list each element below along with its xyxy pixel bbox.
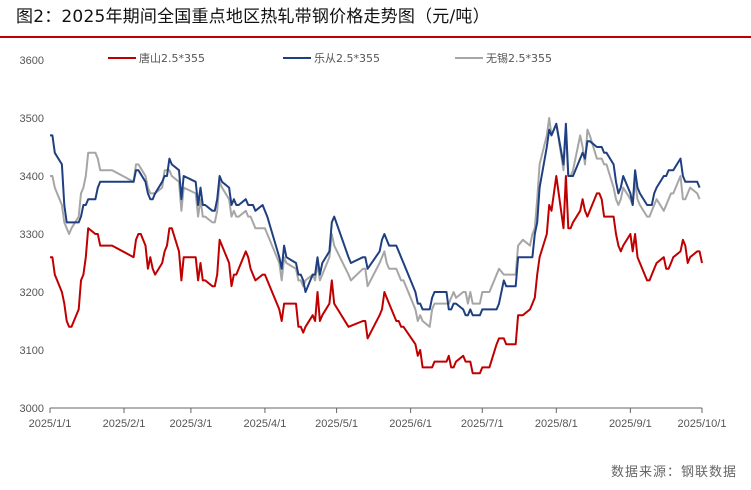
title-divider [0,36,751,38]
series-line-1 [50,122,701,317]
y-tick-label: 3200 [20,287,44,299]
x-tick-label: 2025/2/1 [103,418,146,430]
legend-label-0: 唐山2.5*355 [139,51,205,65]
chart-title: 图2：2025年期间全国重点地区热轧带钢价格走势图（元/吨） [16,7,490,27]
y-axis: 3000 3100 3200 3300 3400 3500 3600 [20,55,44,415]
x-tick-label: 2025/3/1 [169,418,212,430]
y-tick-label: 3000 [20,403,44,415]
y-tick-label: 3400 [20,171,44,183]
x-axis: 2025/1/1 2025/2/1 2025/3/1 2025/4/1 2025/5/1… [29,407,727,430]
x-tick-label: 2025/8/1 [535,418,578,430]
series-lines [50,117,703,375]
x-tick-label: 2025/5/1 [315,418,358,430]
legend-label-2: 无锡2.5*355 [486,51,552,65]
series-line-0 [50,175,703,375]
y-tick-label: 3600 [20,55,44,67]
x-tick-label: 2025/4/1 [244,418,287,430]
y-tick-label: 3500 [20,113,44,125]
data-source: 数据来源：钢联数据 [610,465,737,480]
x-tick-label: 2025/10/1 [678,418,727,430]
x-tick-label: 2025/6/1 [389,418,432,430]
legend-label-1: 乐从2.5*355 [314,52,380,65]
legend: 唐山2.5*355 乐从2.5*355 无锡2.5*355 [108,51,552,65]
y-tick-label: 3300 [20,229,44,241]
y-tick-label: 3100 [20,345,44,357]
x-tick-label: 2025/1/1 [29,418,72,430]
x-tick-label: 2025/9/1 [609,418,652,430]
x-tick-label: 2025/7/1 [461,418,504,430]
